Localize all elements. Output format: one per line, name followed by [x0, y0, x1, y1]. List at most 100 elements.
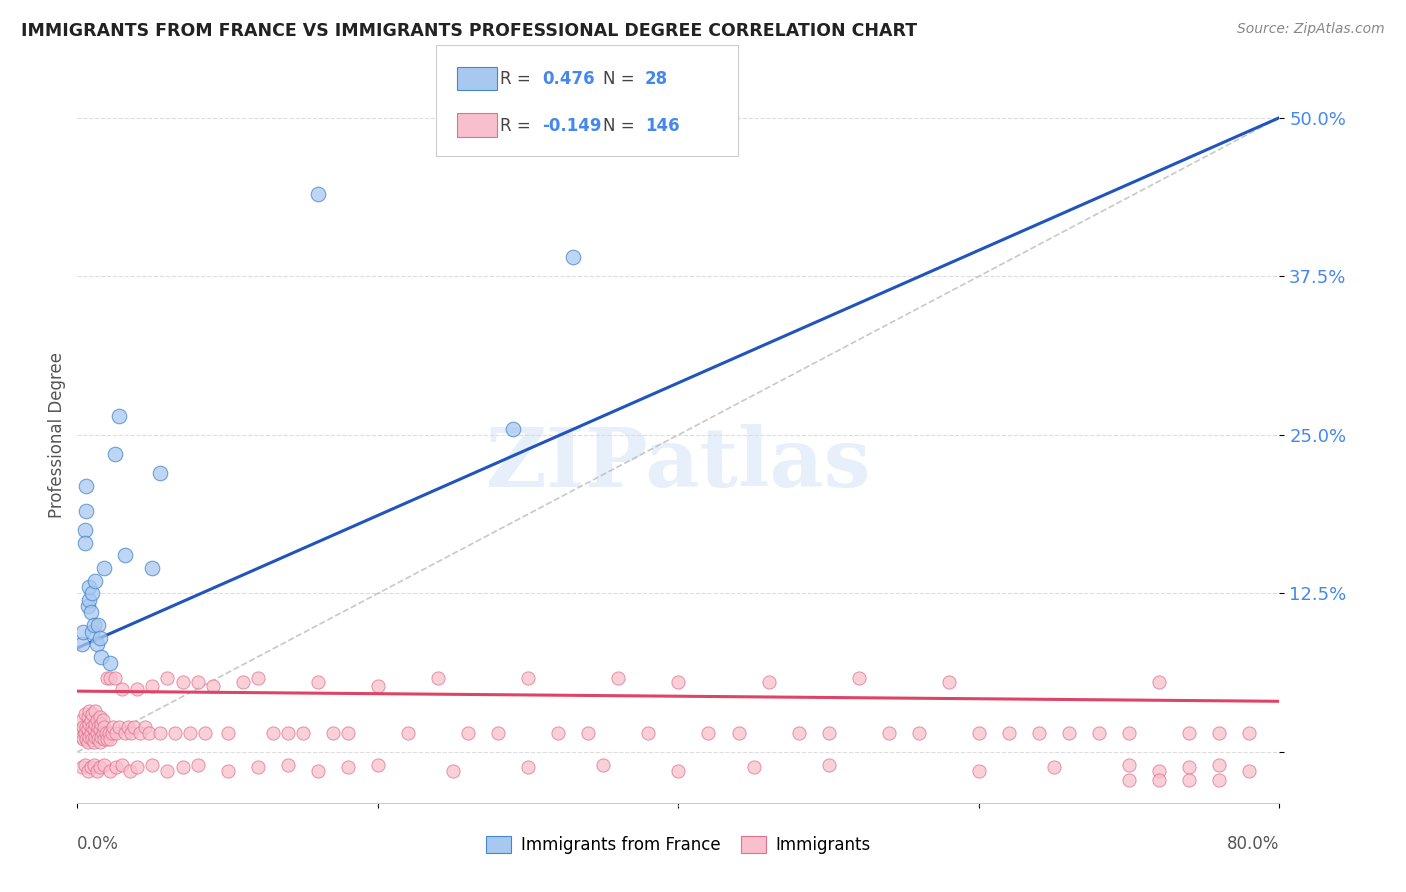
Point	[277, 757, 299, 772]
Point	[86, 726, 108, 740]
Text: IMMIGRANTS FROM FRANCE VS IMMIGRANTS PROFESSIONAL DEGREE CORRELATION CHART: IMMIGRANTS FROM FRANCE VS IMMIGRANTS PRO…	[21, 22, 917, 40]
Text: 146: 146	[645, 117, 679, 135]
Point	[141, 757, 163, 772]
Point	[517, 760, 540, 774]
Point	[108, 409, 131, 423]
Point	[307, 186, 329, 201]
Point	[101, 726, 124, 740]
Point	[127, 760, 149, 774]
Point	[307, 675, 329, 690]
Point	[73, 523, 96, 537]
Point	[70, 637, 93, 651]
Point	[84, 717, 107, 731]
Point	[149, 726, 172, 740]
Point	[1208, 757, 1230, 772]
Point	[79, 592, 101, 607]
Point	[75, 720, 97, 734]
Point	[89, 723, 111, 737]
Point	[322, 726, 344, 740]
Point	[967, 764, 990, 778]
Point	[72, 624, 94, 639]
Point	[517, 672, 540, 686]
Point	[1149, 772, 1171, 787]
Point	[156, 672, 179, 686]
Point	[562, 250, 585, 264]
Point	[100, 732, 122, 747]
Point	[89, 631, 111, 645]
Point	[86, 637, 108, 651]
Point	[427, 672, 450, 686]
Point	[1149, 675, 1171, 690]
Text: 80.0%: 80.0%	[1227, 835, 1279, 853]
Point	[1043, 760, 1066, 774]
Point	[87, 720, 110, 734]
Point	[124, 720, 146, 734]
Point	[172, 675, 194, 690]
Point	[396, 726, 419, 740]
Point	[246, 672, 269, 686]
Point	[80, 606, 103, 620]
Point	[307, 764, 329, 778]
Point	[576, 726, 599, 740]
Point	[129, 726, 152, 740]
Point	[83, 723, 105, 737]
Point	[1239, 764, 1261, 778]
Point	[83, 757, 105, 772]
Point	[82, 586, 104, 600]
Point	[186, 757, 209, 772]
Point	[79, 717, 101, 731]
Point	[93, 757, 115, 772]
Point	[179, 726, 201, 740]
Point	[89, 735, 111, 749]
Point	[217, 726, 239, 740]
Point	[80, 726, 103, 740]
Point	[1118, 726, 1140, 740]
Text: N =: N =	[603, 70, 634, 88]
Point	[87, 732, 110, 747]
Point	[1149, 764, 1171, 778]
Point	[163, 726, 186, 740]
Text: Source: ZipAtlas.com: Source: ZipAtlas.com	[1237, 22, 1385, 37]
Point	[83, 735, 105, 749]
Text: -0.149: -0.149	[543, 117, 602, 135]
Point	[75, 478, 97, 492]
Point	[908, 726, 931, 740]
Point	[877, 726, 900, 740]
Point	[86, 714, 108, 728]
Point	[84, 730, 107, 744]
Point	[73, 535, 96, 549]
Point	[90, 649, 112, 664]
Point	[502, 421, 524, 435]
Point	[70, 760, 93, 774]
Point	[80, 760, 103, 774]
Point	[76, 723, 98, 737]
Legend: Immigrants from France, Immigrants: Immigrants from France, Immigrants	[479, 830, 877, 861]
Point	[103, 720, 125, 734]
Text: ZIPatlas: ZIPatlas	[485, 425, 872, 504]
Point	[848, 672, 870, 686]
Point	[262, 726, 284, 740]
Text: R =: R =	[501, 70, 530, 88]
Point	[105, 760, 128, 774]
Point	[91, 726, 114, 740]
Point	[141, 679, 163, 693]
Point	[336, 726, 359, 740]
Point	[82, 720, 104, 734]
Point	[1118, 757, 1140, 772]
Point	[1178, 772, 1201, 787]
Text: 0.0%: 0.0%	[77, 835, 120, 853]
Point	[1088, 726, 1111, 740]
Point	[93, 732, 115, 747]
Point	[1057, 726, 1080, 740]
Point	[1178, 726, 1201, 740]
Point	[668, 675, 690, 690]
Point	[83, 618, 105, 632]
Point	[668, 764, 690, 778]
Point	[87, 618, 110, 632]
Point	[742, 760, 765, 774]
Point	[89, 760, 111, 774]
Point	[367, 679, 389, 693]
Point	[79, 730, 101, 744]
Point	[82, 624, 104, 639]
Point	[73, 726, 96, 740]
